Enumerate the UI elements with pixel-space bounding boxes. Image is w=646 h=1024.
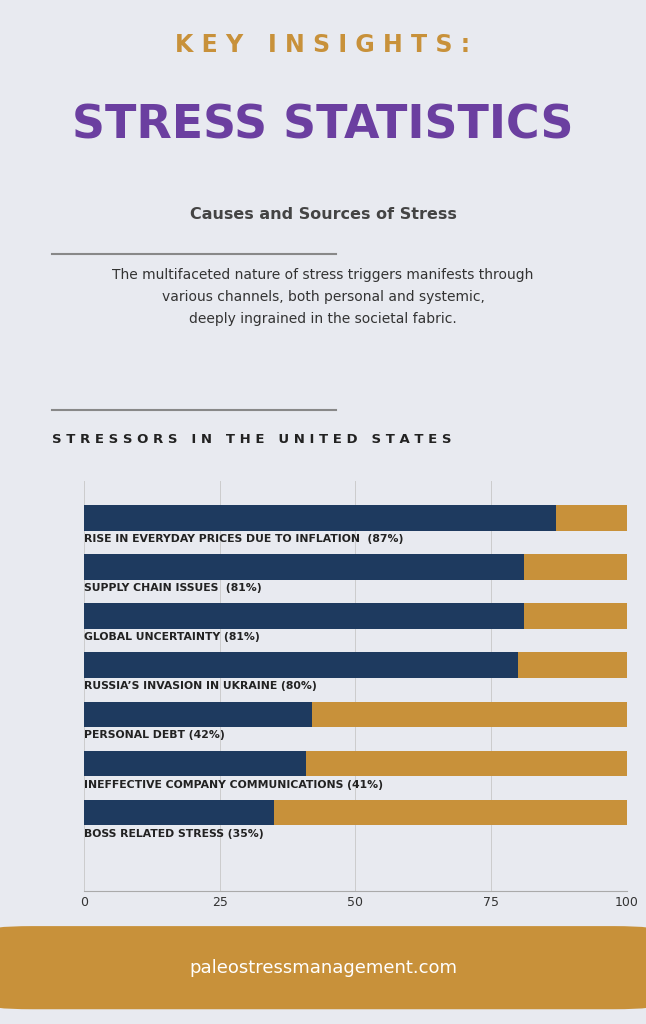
Bar [84,554,523,580]
Bar [84,652,627,678]
Text: STRESS STATISTICS: STRESS STATISTICS [72,103,574,148]
Bar [84,751,627,776]
Text: The multifaceted nature of stress triggers manifests through
various channels, b: The multifaceted nature of stress trigge… [112,268,534,326]
FancyBboxPatch shape [0,926,646,1010]
Bar [84,603,523,629]
Text: INEFFECTIVE COMPANY COMMUNICATIONS (41%): INEFFECTIVE COMPANY COMMUNICATIONS (41%) [84,779,383,790]
Bar [84,603,627,629]
Text: S T R E S S O R S   I N   T H E   U N I T E D   S T A T E S: S T R E S S O R S I N T H E U N I T E D … [52,433,451,446]
Bar [84,701,312,727]
Text: GLOBAL UNCERTAINTY (81%): GLOBAL UNCERTAINTY (81%) [84,633,260,642]
Text: BOSS RELATED STRESS (35%): BOSS RELATED STRESS (35%) [84,828,264,839]
Bar [84,751,306,776]
Bar [84,652,518,678]
Bar [84,505,627,530]
Bar [84,701,627,727]
Bar [84,800,274,825]
Text: K E Y   I N S I G H T S :: K E Y I N S I G H T S : [176,33,470,57]
Bar [84,554,627,580]
Bar [84,800,627,825]
Text: RUSSIA’S INVASION IN UKRAINE (80%): RUSSIA’S INVASION IN UKRAINE (80%) [84,681,317,691]
Bar [84,505,556,530]
Text: paleostressmanagement.com: paleostressmanagement.com [189,958,457,977]
Text: SUPPLY CHAIN ISSUES  (81%): SUPPLY CHAIN ISSUES (81%) [84,584,262,593]
Text: RISE IN EVERYDAY PRICES DUE TO INFLATION  (87%): RISE IN EVERYDAY PRICES DUE TO INFLATION… [84,535,403,545]
Text: Causes and Sources of Stress: Causes and Sources of Stress [189,207,457,222]
Text: PERSONAL DEBT (42%): PERSONAL DEBT (42%) [84,730,225,740]
